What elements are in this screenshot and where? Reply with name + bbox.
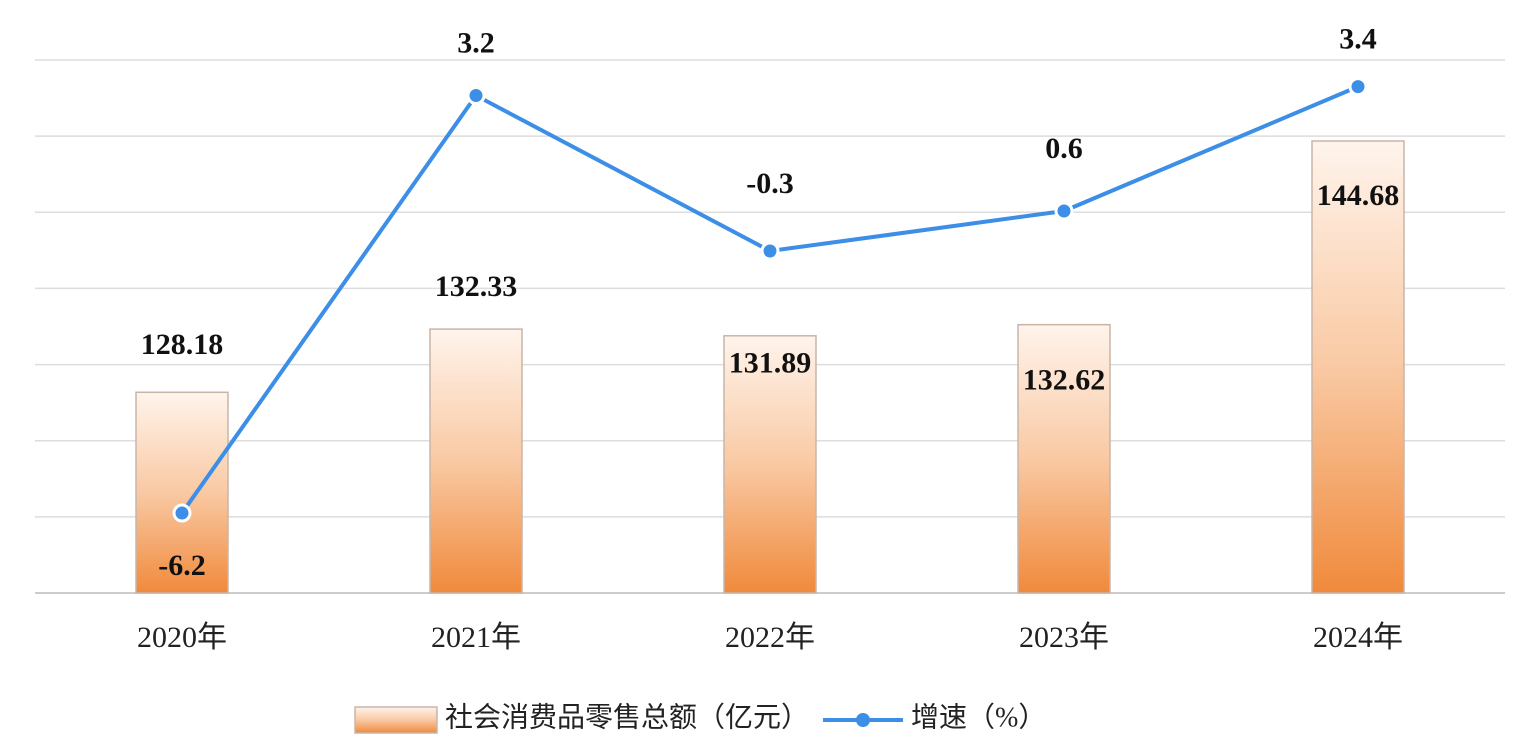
bar bbox=[1017, 323, 1111, 594]
line-value-label: -6.2 bbox=[158, 549, 206, 582]
bar bbox=[723, 335, 817, 594]
x-tick-label: 2024年 bbox=[1313, 621, 1403, 654]
bar-value-label: 144.68 bbox=[1317, 179, 1400, 212]
line-point bbox=[1054, 201, 1074, 221]
bar-value-label: 131.89 bbox=[729, 347, 812, 380]
legend-swatch bbox=[856, 713, 871, 727]
line-point bbox=[1348, 77, 1368, 97]
bar-value-label: 128.18 bbox=[141, 328, 224, 361]
legend-label: 社会消费品零售总额（亿元） bbox=[445, 701, 809, 733]
line-point bbox=[760, 241, 780, 261]
bar-value-label: 132.33 bbox=[435, 270, 518, 303]
x-tick-label: 2021年 bbox=[431, 621, 521, 654]
line-point bbox=[172, 503, 192, 523]
bar bbox=[429, 328, 523, 594]
x-tick-label: 2020年 bbox=[137, 621, 227, 654]
bar bbox=[1311, 140, 1405, 594]
legend-swatch bbox=[354, 706, 438, 734]
line-value-label: 3.4 bbox=[1339, 23, 1377, 56]
bar bbox=[135, 391, 229, 594]
line-point bbox=[466, 86, 486, 106]
x-tick-label: 2022年 bbox=[725, 621, 815, 654]
x-tick-label: 2023年 bbox=[1019, 621, 1109, 654]
line-value-label: -0.3 bbox=[746, 167, 794, 200]
line-value-label: 3.2 bbox=[457, 26, 495, 59]
line-value-label: 0.6 bbox=[1045, 132, 1083, 165]
bar-value-label: 132.62 bbox=[1023, 364, 1106, 397]
legend-label: 增速（%） bbox=[911, 701, 1046, 733]
